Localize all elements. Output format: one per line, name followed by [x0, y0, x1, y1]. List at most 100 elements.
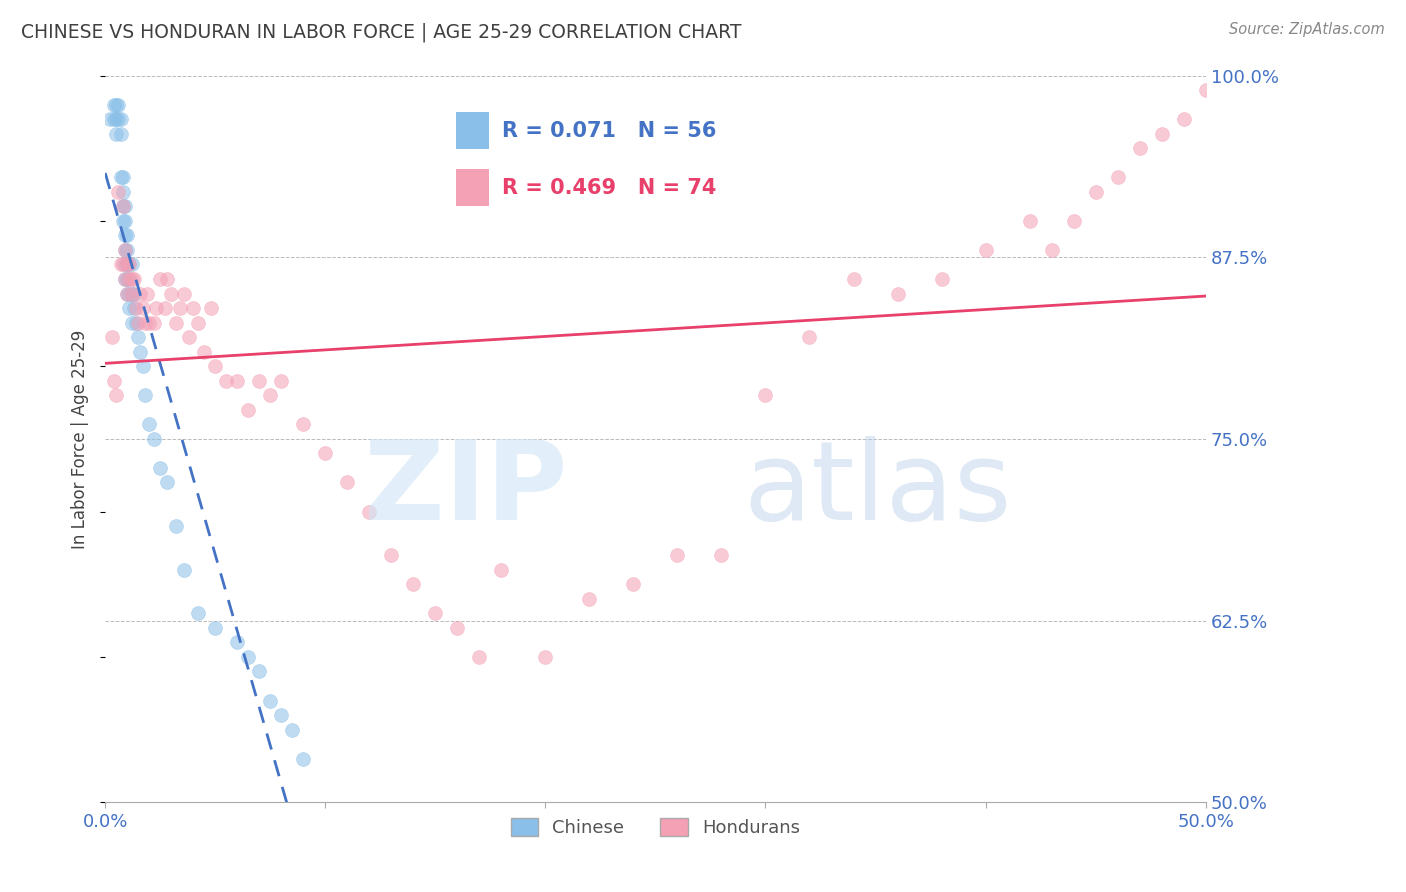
Point [114, 272, 136, 286]
Point [226, 374, 249, 388]
Point [125, 301, 148, 315]
Point [402, 577, 425, 591]
Point [127, 316, 149, 330]
Point [842, 272, 865, 286]
Point [1195, 83, 1218, 97]
Point [336, 475, 359, 490]
Point [491, 563, 513, 577]
Point [200, 301, 222, 315]
Point [292, 417, 315, 432]
Point [115, 286, 138, 301]
Point [111, 170, 134, 185]
Point [131, 301, 153, 315]
Point [98, 112, 121, 127]
Point [111, 199, 134, 213]
Point [110, 127, 132, 141]
Point [138, 417, 160, 432]
Point [107, 112, 129, 127]
Point [165, 519, 187, 533]
Point [114, 257, 136, 271]
Point [114, 199, 136, 213]
Point [122, 301, 145, 315]
Point [115, 272, 138, 286]
Point [136, 286, 159, 301]
Point [103, 97, 125, 112]
Point [974, 243, 997, 257]
Point [142, 316, 165, 330]
Point [534, 649, 557, 664]
Point [156, 272, 179, 286]
Point [122, 286, 145, 301]
Point [173, 563, 195, 577]
Point [1107, 170, 1129, 185]
Point [226, 635, 249, 649]
Point [145, 301, 167, 315]
Point [122, 272, 145, 286]
Point [259, 693, 281, 707]
Point [118, 257, 141, 271]
Point [238, 402, 260, 417]
Text: Source: ZipAtlas.com: Source: ZipAtlas.com [1229, 22, 1385, 37]
Point [110, 257, 132, 271]
Point [156, 475, 179, 490]
Point [121, 272, 143, 286]
Point [103, 374, 125, 388]
Point [215, 374, 238, 388]
Point [115, 286, 138, 301]
Point [204, 621, 226, 635]
Point [1129, 141, 1152, 155]
Point [1040, 243, 1063, 257]
Point [181, 301, 204, 315]
Point [666, 548, 689, 562]
Point [754, 388, 776, 402]
Point [118, 272, 141, 286]
Point [886, 286, 908, 301]
Point [115, 257, 138, 271]
Point [623, 577, 645, 591]
Point [115, 228, 138, 243]
Point [114, 214, 136, 228]
Point [799, 330, 821, 344]
Point [127, 330, 149, 344]
Point [931, 272, 953, 286]
Point [134, 388, 156, 402]
Point [247, 665, 270, 679]
Point [153, 301, 176, 315]
Point [114, 243, 136, 257]
Text: atlas: atlas [744, 436, 1012, 543]
Point [118, 272, 141, 286]
Point [111, 199, 134, 213]
Point [149, 461, 172, 475]
Text: ZIP: ZIP [364, 436, 568, 543]
Point [125, 316, 148, 330]
Y-axis label: In Labor Force | Age 25-29: In Labor Force | Age 25-29 [72, 329, 89, 549]
Point [129, 286, 152, 301]
Point [115, 257, 138, 271]
Point [270, 708, 292, 723]
Point [114, 243, 136, 257]
Point [281, 723, 304, 737]
Point [105, 112, 128, 127]
Point [111, 185, 134, 199]
Point [111, 257, 134, 271]
Point [204, 359, 226, 374]
Point [105, 97, 128, 112]
Point [169, 301, 191, 315]
Point [121, 257, 143, 271]
Point [193, 344, 215, 359]
Point [1084, 185, 1107, 199]
Point [101, 330, 124, 344]
Point [1063, 214, 1085, 228]
Point [118, 286, 141, 301]
Point [247, 374, 270, 388]
Point [134, 316, 156, 330]
Point [446, 621, 468, 635]
Point [380, 548, 402, 562]
Point [710, 548, 733, 562]
Text: CHINESE VS HONDURAN IN LABOR FORCE | AGE 25-29 CORRELATION CHART: CHINESE VS HONDURAN IN LABOR FORCE | AGE… [21, 22, 741, 42]
Point [292, 752, 315, 766]
Point [259, 388, 281, 402]
Point [118, 301, 141, 315]
Point [110, 112, 132, 127]
Point [187, 607, 209, 621]
